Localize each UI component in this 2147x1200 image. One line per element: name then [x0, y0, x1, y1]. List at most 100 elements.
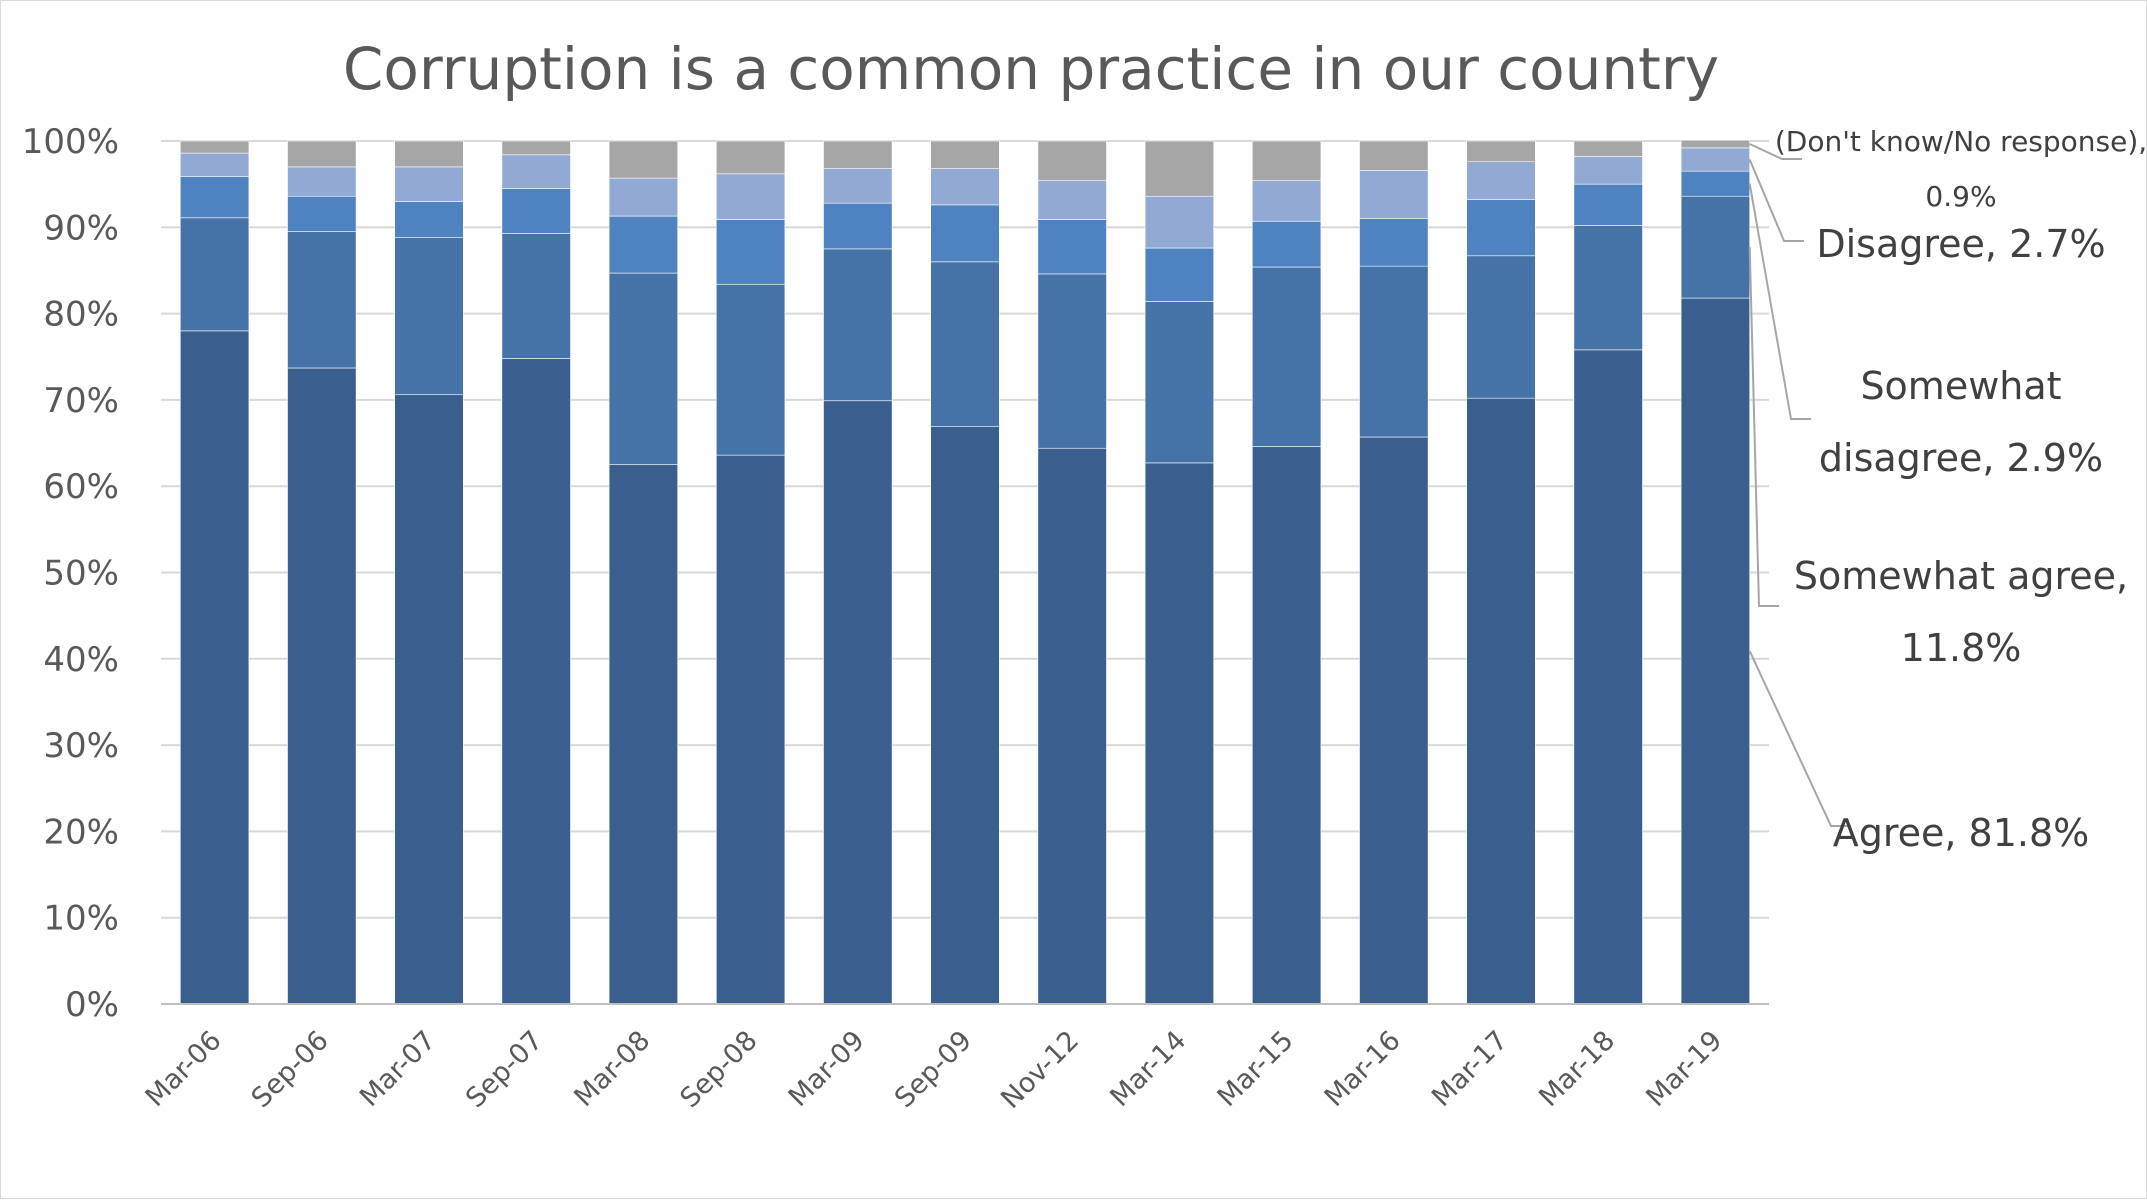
bar-segment [823, 168, 893, 204]
data-label: Somewhat agree, [1794, 554, 2128, 598]
data-labels: (Don't know/No response), 0.9% Disagree, 2… [1748, 125, 2147, 855]
x-tick-label: Sep-08 [674, 1025, 763, 1114]
bar-segment [394, 394, 464, 1005]
bar-segment [287, 367, 357, 1005]
bar-segment [179, 152, 250, 177]
y-tick-label: 10% [43, 899, 119, 939]
y-tick-label: 0% [65, 985, 119, 1025]
bar-segment [608, 272, 679, 465]
bar-segment [1466, 199, 1536, 257]
bar-segment [1037, 180, 1107, 220]
data-label: Disagree, 2.7% [1816, 222, 2105, 266]
data-label: (Don't know/No response), [1775, 125, 2147, 158]
data-label: 0.9% [1925, 180, 1996, 213]
bar-segment [287, 231, 357, 369]
bar-segment [1144, 301, 1215, 464]
bar-segment [930, 261, 1000, 427]
bar-segment [1573, 349, 1643, 1005]
bar-segment [930, 140, 1000, 169]
bar-segment [1573, 183, 1643, 226]
bars [179, 139, 1751, 1005]
bar-segment [823, 400, 893, 1005]
bar-segment [823, 202, 893, 250]
data-label: 11.8% [1901, 626, 2022, 670]
y-tick-label: 30% [43, 726, 119, 766]
bar-segment [608, 215, 679, 274]
x-tick-label: Sep-06 [246, 1025, 335, 1114]
bar-segment [715, 173, 786, 220]
bar-segment [1359, 140, 1429, 171]
bar-segment [394, 201, 464, 238]
leader-line [1749, 143, 1802, 160]
bar-segment [1359, 170, 1429, 219]
bar-segment [930, 204, 1000, 263]
bar-segment [501, 154, 571, 189]
leader-line [1748, 159, 1804, 242]
bar-segment [1466, 397, 1536, 1005]
bar-segment [715, 140, 786, 175]
x-tick-label: Mar-07 [354, 1025, 442, 1113]
bar-segment [501, 188, 571, 234]
bar-segment [1573, 225, 1643, 351]
bar-segment [394, 237, 464, 396]
y-tick-label: 70% [43, 381, 119, 421]
bar-segment [1144, 247, 1215, 302]
bar-segment [1359, 218, 1429, 267]
bar-segment [1359, 436, 1429, 1005]
bar-segment [930, 168, 1000, 206]
x-tick-label: Sep-07 [460, 1025, 549, 1114]
bar-segment [1680, 170, 1751, 197]
bar-segment [1251, 446, 1322, 1005]
bar-segment [1144, 195, 1215, 249]
leader-line [1748, 650, 1851, 827]
data-label: disagree, 2.9% [1819, 436, 2103, 480]
x-tick-label: Mar-18 [1533, 1025, 1621, 1113]
x-axis: Mar-06 Sep-06 Mar-07 Sep-07 Mar-08 Sep-08 Mar-… [140, 1003, 1769, 1115]
bar-segment [1144, 462, 1215, 1005]
bar-segment [1251, 266, 1322, 447]
y-tick-label: 40% [43, 640, 119, 680]
bar-segment [1251, 140, 1322, 181]
data-label: Agree, 81.8% [1833, 811, 2090, 855]
bar-segment [1251, 180, 1322, 222]
bar-segment [394, 140, 464, 168]
bar-segment [608, 140, 679, 179]
leader-line [1748, 183, 1811, 420]
y-tick-label: 100% [22, 122, 119, 162]
bar-segment [1573, 140, 1643, 157]
bar-segment [608, 177, 679, 217]
x-tick-label: Mar-19 [1640, 1025, 1728, 1113]
bar-segment [1251, 220, 1322, 268]
bar-segment [1466, 140, 1536, 163]
bar-segment [501, 233, 571, 359]
y-tick-label: 90% [43, 208, 119, 248]
bar-segment [715, 454, 786, 1005]
bar-segment [715, 219, 786, 285]
y-tick-label: 80% [43, 295, 119, 335]
bar-segment [1573, 156, 1643, 185]
y-axis: 0% 10% 20% 30% 40% 50% 60% 70% 80% 90% 100% [22, 122, 119, 1025]
bar-segment [1680, 147, 1751, 172]
bar-segment [823, 248, 893, 402]
bar-segment [930, 426, 1000, 1005]
x-tick-label: Nov-12 [995, 1025, 1085, 1115]
bar-segment [179, 217, 250, 332]
x-tick-label: Mar-09 [783, 1025, 871, 1113]
bar-segment [608, 464, 679, 1005]
bar-segment [1680, 195, 1751, 299]
bar-segment [287, 195, 357, 232]
bar-segment [1680, 139, 1751, 149]
bar-segment [1466, 161, 1536, 200]
bar-segment [1466, 255, 1536, 399]
bar-segment [823, 140, 893, 169]
x-tick-label: Mar-15 [1212, 1025, 1300, 1113]
y-tick-label: 20% [43, 812, 119, 852]
bar-segment [715, 283, 786, 456]
bar-segment [1037, 447, 1107, 1005]
x-tick-label: Mar-14 [1104, 1025, 1192, 1113]
bar-segment [179, 140, 250, 154]
bar-segment [394, 166, 464, 202]
bar-segment [1144, 140, 1215, 197]
